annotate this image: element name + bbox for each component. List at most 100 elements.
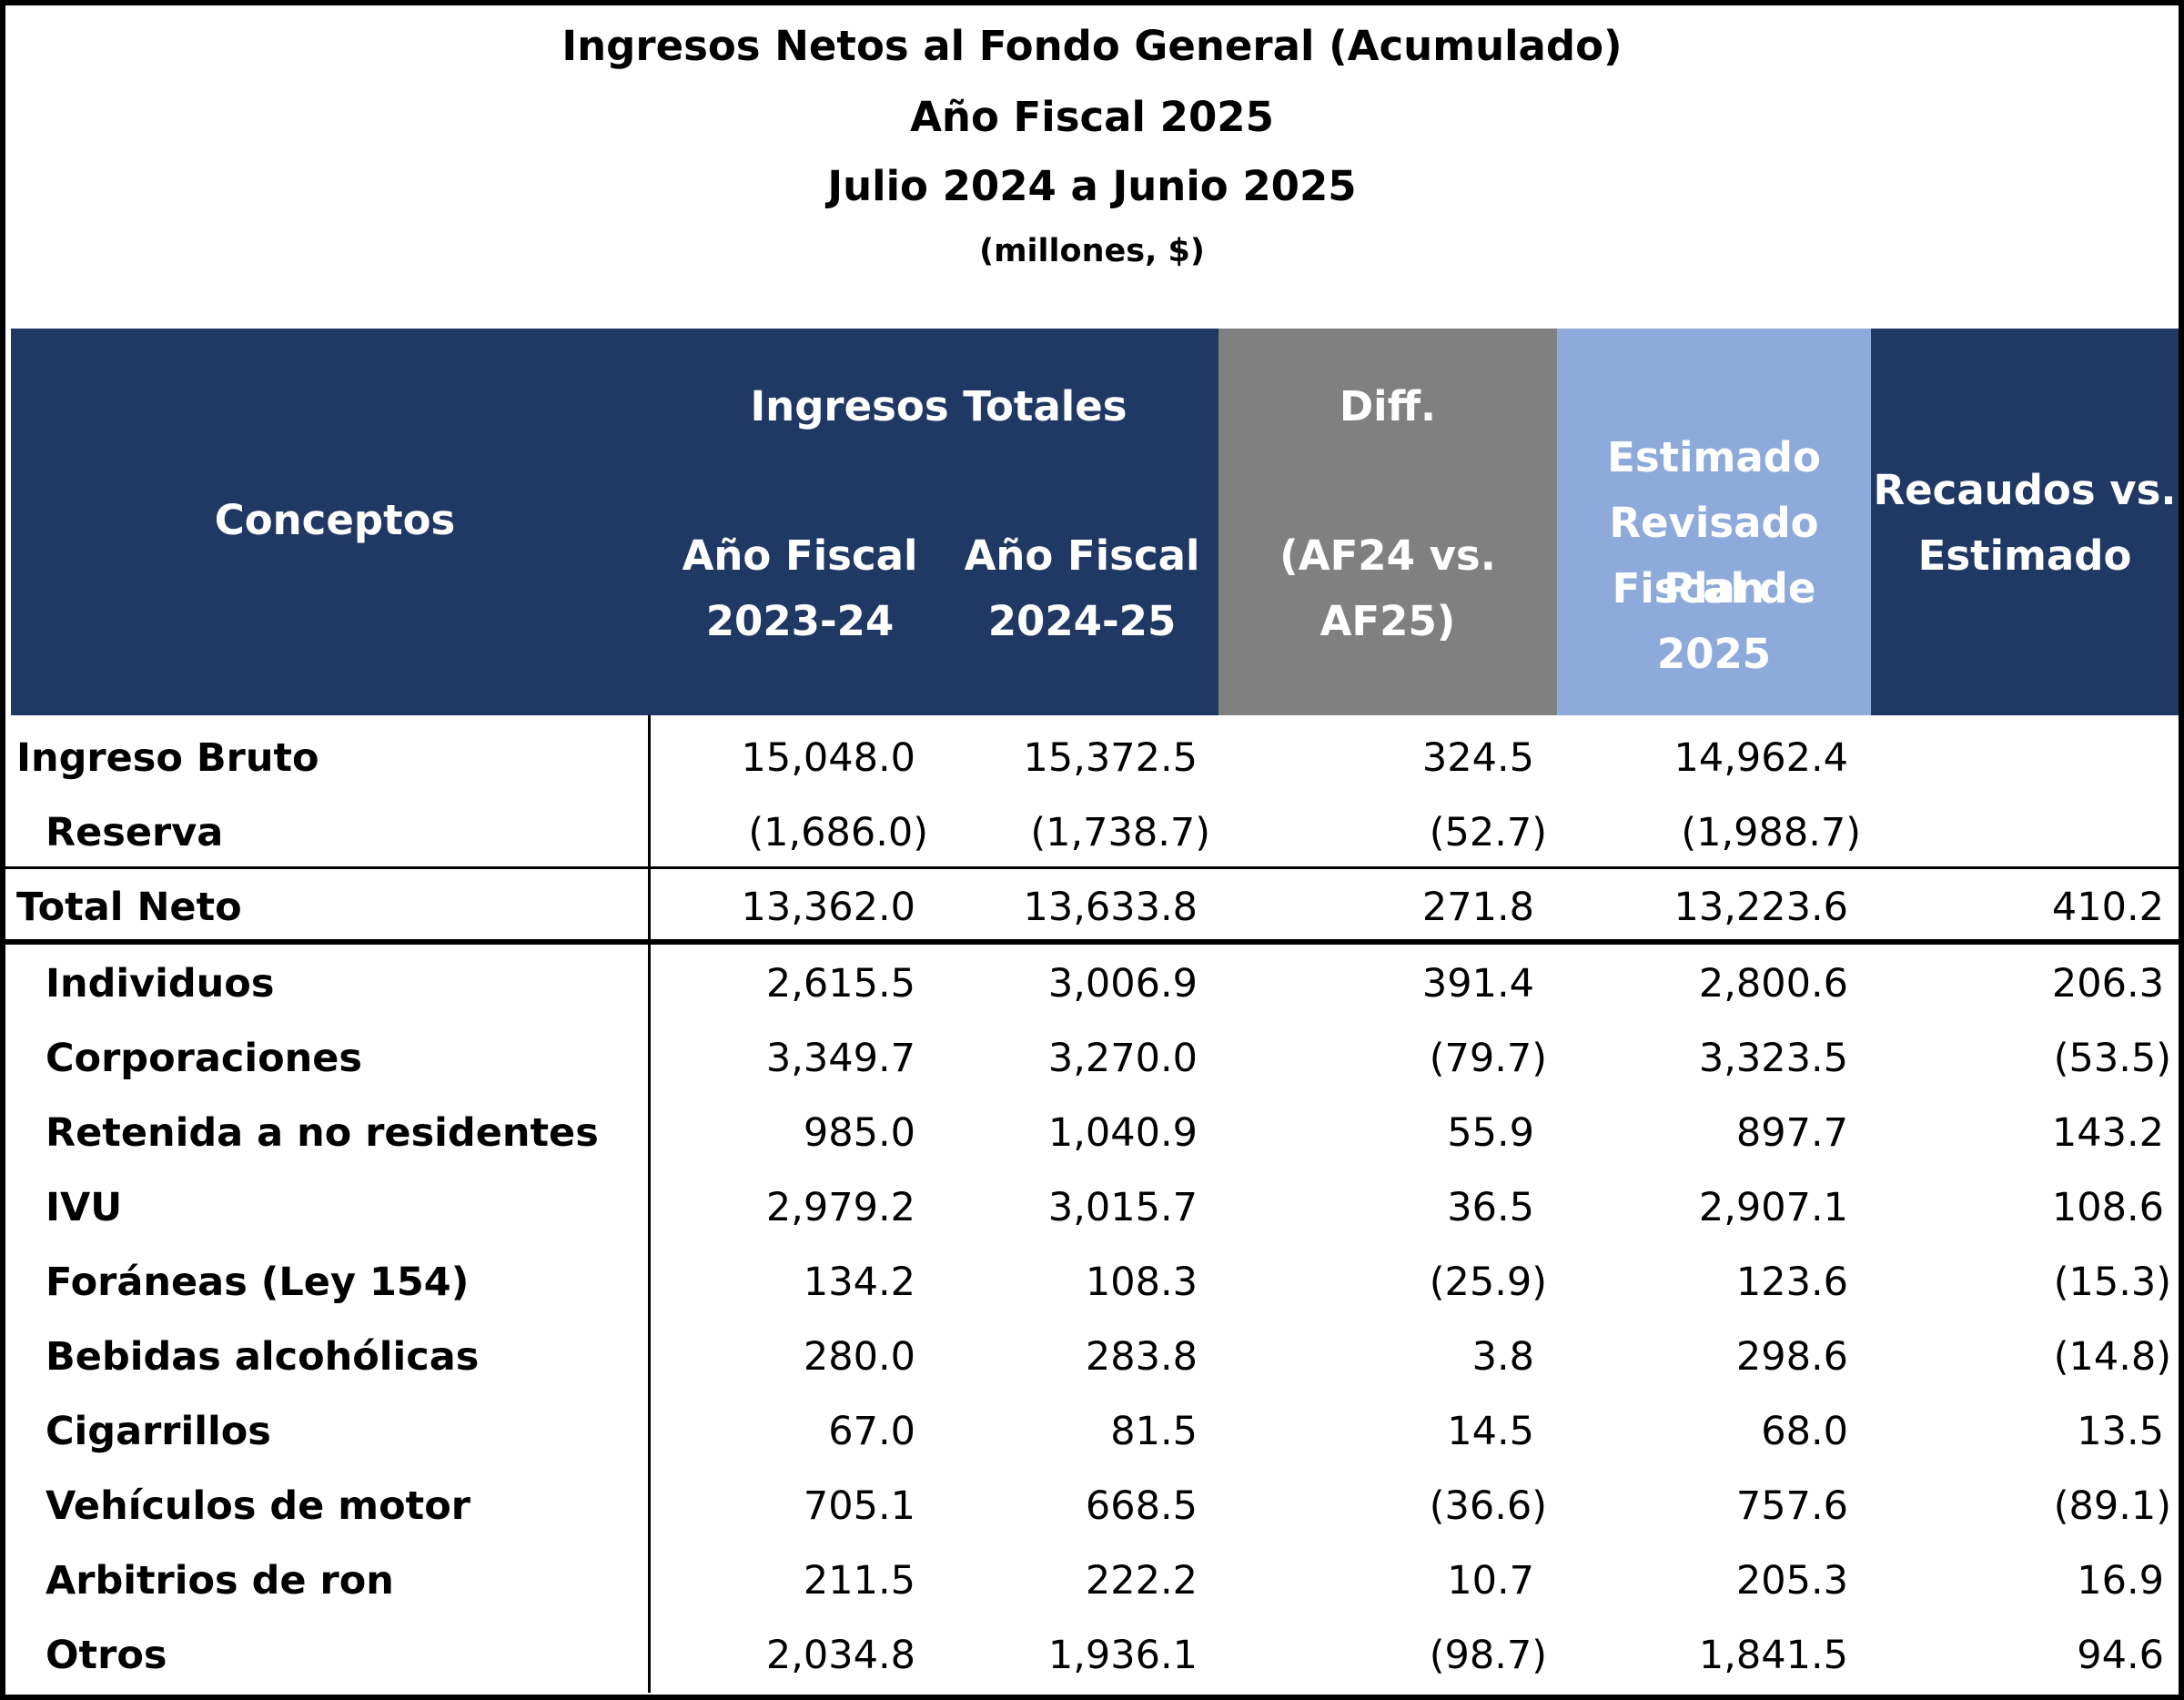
cell-diff: (98.7) <box>1429 1633 1547 1678</box>
conceptos-column-divider <box>648 715 651 1693</box>
cell-estimado: 3,323.5 <box>1698 1036 1848 1081</box>
table-row-cigarrillos: Cigarrillos 67.0 81.5 14.5 68.0 13.5 <box>5 1394 2179 1469</box>
header-recaudos-line2: Estimado <box>1917 531 2132 580</box>
cell-af24: 280.0 <box>803 1334 915 1380</box>
cell-estimado: 2,800.6 <box>1698 961 1848 1007</box>
cell-diff: (79.7) <box>1429 1036 1547 1081</box>
cell-diff: (52.7) <box>1429 810 1547 855</box>
cell-estimado: 1,841.5 <box>1698 1633 1848 1678</box>
cell-af25: 13,633.8 <box>1023 885 1198 930</box>
table-row-total-neto: Total Neto 13,362.0 13,633.8 271.8 13,22… <box>5 870 2179 945</box>
header-navy-left: Conceptos Ingresos Totales Año Fiscal 20… <box>11 329 1218 715</box>
cell-diff: (25.9) <box>1429 1260 1547 1305</box>
table-row-arbitrios: Arbitrios de ron 211.5 222.2 10.7 205.3 … <box>5 1543 2179 1618</box>
cell-af24: 2,034.8 <box>765 1633 915 1678</box>
cell-recaudos: 94.6 <box>2077 1633 2164 1678</box>
cell-estimado: 2,907.1 <box>1698 1185 1848 1230</box>
cell-diff: 391.4 <box>1421 961 1534 1007</box>
cell-recaudos: 206.3 <box>2051 961 2164 1007</box>
row-label: Vehículos de motor <box>46 1483 470 1529</box>
table-row-reserva: Reserva (1,686.0) (1,738.7) (52.7) (1,98… <box>5 795 2179 870</box>
cell-recaudos: 410.2 <box>2051 885 2164 930</box>
header-af-2024-25-line1: Año Fiscal <box>964 531 1200 580</box>
cell-recaudos: 143.2 <box>2051 1110 2164 1156</box>
cell-diff: 324.5 <box>1421 735 1534 781</box>
header-recaudos-line1: Recaudos vs. <box>1873 466 2177 514</box>
row-label: Foráneas (Ley 154) <box>46 1260 470 1305</box>
cell-af24: 15,048.0 <box>741 735 915 781</box>
cell-recaudos <box>1916 795 2164 870</box>
cell-estimado: 205.3 <box>1735 1558 1848 1604</box>
cell-estimado: 123.6 <box>1735 1260 1848 1305</box>
cell-diff: 55.9 <box>1447 1110 1534 1156</box>
header-estimado-line2: Revisado Plan <box>1609 499 1819 612</box>
cell-diff: 271.8 <box>1421 885 1534 930</box>
cell-af25: 108.3 <box>1085 1260 1198 1305</box>
header-diff: Diff. (AF24 vs. AF25) <box>1218 329 1557 715</box>
cell-recaudos: (53.5) <box>2053 1036 2171 1081</box>
table-row-corporaciones: Corporaciones 3,349.7 3,270.0 (79.7) 3,3… <box>5 1021 2179 1096</box>
header-estimado: Estimado Revisado Plan Fiscal de 2025 <box>1557 329 1871 715</box>
cell-af25: 1,040.9 <box>1047 1110 1198 1156</box>
cell-af24: 67.0 <box>828 1409 915 1454</box>
row-label: Corporaciones <box>46 1036 362 1081</box>
cell-af24: 211.5 <box>803 1558 915 1604</box>
row-label: Individuos <box>46 961 275 1007</box>
header-diff-line3: AF25) <box>1320 597 1456 645</box>
cell-af24: 3,349.7 <box>765 1036 915 1081</box>
cell-recaudos: (89.1) <box>2053 1483 2171 1529</box>
cell-recaudos: (15.3) <box>2053 1260 2171 1305</box>
table-row-otros: Otros 2,034.8 1,936.1 (98.7) 1,841.5 94.… <box>5 1618 2179 1693</box>
row-label: Ingreso Bruto <box>16 735 319 781</box>
header-estimado-line1: Estimado <box>1607 433 1821 481</box>
cell-af25: 81.5 <box>1110 1409 1198 1454</box>
header-af-2024-25-line2: 2024-25 <box>987 597 1177 645</box>
cell-af24: 13,362.0 <box>741 885 915 930</box>
cell-estimado: 757.6 <box>1735 1483 1848 1529</box>
divider-total-neto-bottom <box>5 939 2179 945</box>
table-row-individuos: Individuos 2,615.5 3,006.9 391.4 2,800.6… <box>5 946 2179 1021</box>
cell-af25: 283.8 <box>1085 1334 1198 1380</box>
cell-af25: 15,372.5 <box>1023 735 1198 781</box>
table-row-ivu: IVU 2,979.2 3,015.7 36.5 2,907.1 108.6 <box>5 1170 2179 1245</box>
header-diff-line1: Diff. <box>1339 382 1437 430</box>
header-af-2023-24-line1: Año Fiscal <box>682 531 918 580</box>
cell-af25: 3,270.0 <box>1047 1036 1198 1081</box>
table-row-vehiculos: Vehículos de motor 705.1 668.5 (36.6) 75… <box>5 1469 2179 1543</box>
cell-recaudos: (14.8) <box>2053 1334 2171 1380</box>
cell-af25: 1,936.1 <box>1047 1633 1198 1678</box>
header-conceptos: Conceptos <box>214 496 456 544</box>
cell-estimado: 13,223.6 <box>1673 885 1848 930</box>
report-subtitle-fiscal-year: Año Fiscal 2025 <box>910 93 1274 141</box>
cell-recaudos: 108.6 <box>2051 1185 2164 1230</box>
cell-af25: 3,015.7 <box>1047 1185 1198 1230</box>
table-row-foraneas: Foráneas (Ley 154) 134.2 108.3 (25.9) 12… <box>5 1245 2179 1320</box>
cell-af24: 985.0 <box>803 1110 915 1156</box>
cell-af24: (1,686.0) <box>748 810 928 855</box>
report-period: Julio 2024 a Junio 2025 <box>827 162 1357 210</box>
cell-estimado: 897.7 <box>1735 1110 1848 1156</box>
cell-estimado: (1,988.7) <box>1681 810 1861 855</box>
row-label: Reserva <box>46 810 224 855</box>
cell-recaudos <box>1916 721 2164 795</box>
row-label: Arbitrios de ron <box>46 1558 394 1604</box>
header-diff-line2: (AF24 vs. <box>1279 531 1496 580</box>
header-ingresos-totales: Ingresos Totales <box>750 382 1127 430</box>
row-label: Total Neto <box>16 885 242 930</box>
row-label: Otros <box>46 1633 167 1678</box>
cell-af24: 134.2 <box>803 1260 915 1305</box>
report-title: Ingresos Netos al Fondo General (Acumula… <box>561 22 1623 70</box>
header-recaudos: Recaudos vs. Estimado <box>1871 329 2179 715</box>
cell-af25: (1,738.7) <box>1030 810 1210 855</box>
cell-af24: 705.1 <box>803 1483 915 1529</box>
cell-diff: 3.8 <box>1471 1334 1534 1380</box>
row-label: IVU <box>46 1185 123 1230</box>
row-label: Cigarrillos <box>46 1409 271 1454</box>
report-units: (millones, $) <box>979 233 1205 269</box>
cell-estimado: 68.0 <box>1761 1409 1848 1454</box>
cell-af24: 2,615.5 <box>765 961 915 1007</box>
row-label: Bebidas alcohólicas <box>46 1334 480 1380</box>
table-row-retenida: Retenida a no residentes 985.0 1,040.9 5… <box>5 1096 2179 1170</box>
cell-diff: (36.6) <box>1429 1483 1547 1529</box>
